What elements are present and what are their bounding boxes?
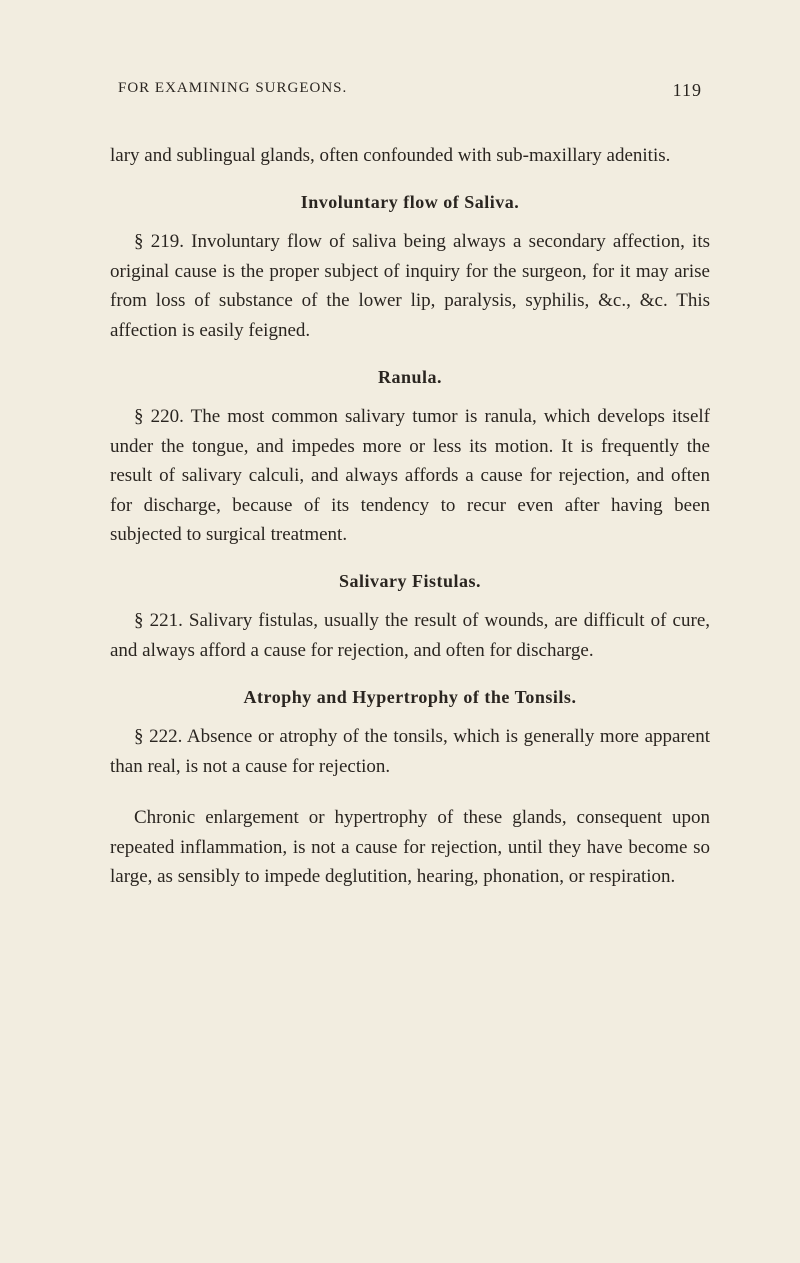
running-header-title: FOR EXAMINING SURGEONS. (118, 80, 347, 101)
section-paragraph: § 220. The most common salivary tumor is… (110, 402, 710, 549)
section-paragraph: § 222. Absence or atrophy of the tonsils… (110, 722, 710, 781)
continuation-paragraph: lary and sublingual glands, often confou… (110, 141, 710, 170)
page-number: 119 (673, 80, 702, 101)
section-heading-salivary-fistulas: Salivary Fistulas. (110, 571, 710, 592)
section-paragraph: § 221. Salivary fistulas, usually the re… (110, 606, 710, 665)
section-heading-atrophy-hypertrophy: Atrophy and Hypertrophy of the Tonsils. (110, 687, 710, 708)
section-paragraph: § 219. Involuntary flow of saliva being … (110, 227, 710, 345)
section-heading-involuntary-flow: Involuntary flow of Saliva. (110, 192, 710, 213)
page-header: FOR EXAMINING SURGEONS. 119 (110, 80, 710, 101)
section-paragraph: Chronic enlargement or hypertrophy of th… (110, 803, 710, 891)
section-heading-ranula: Ranula. (110, 367, 710, 388)
